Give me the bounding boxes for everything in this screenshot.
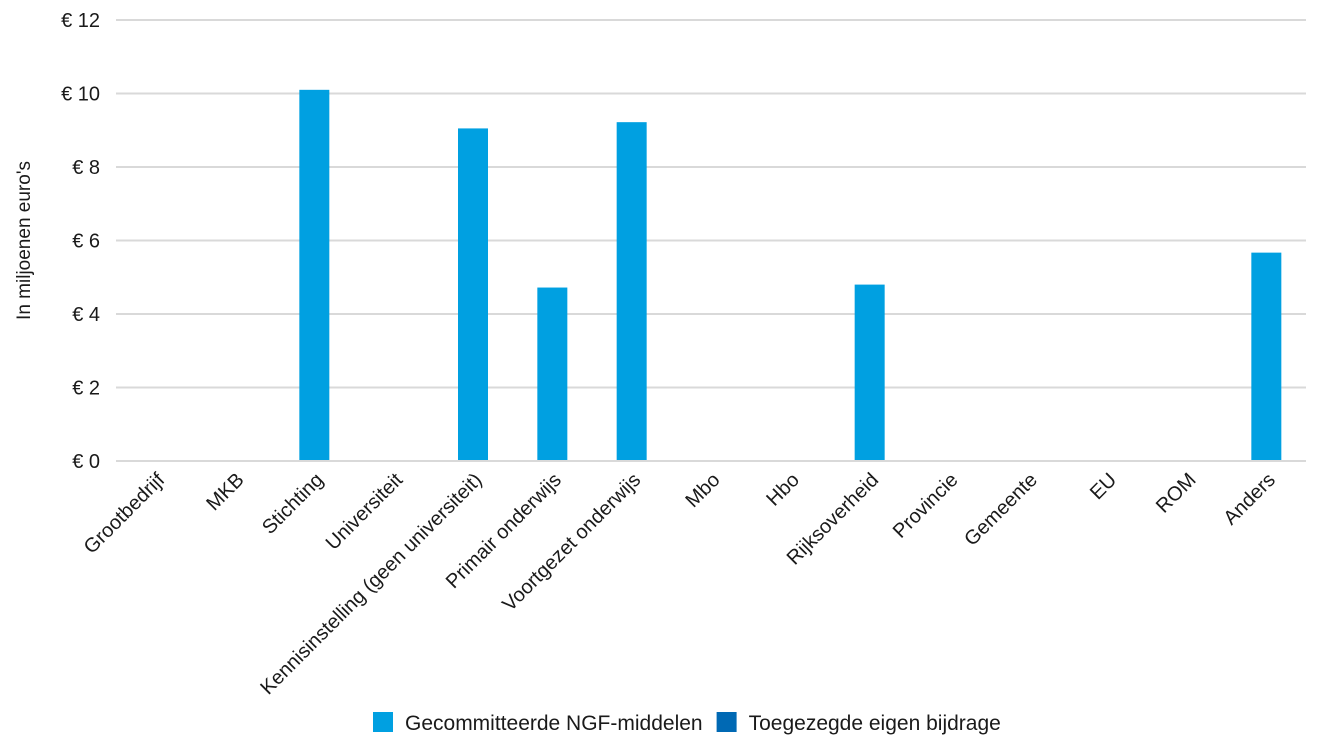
x-axis-categories: Grootbedrijf MKB StichtingUniversiteitKenn… <box>80 469 1280 699</box>
bar <box>299 89 330 461</box>
x-category-label: Voortgezet onderwijs <box>498 469 645 616</box>
y-axis-title: In miljoenen euro's <box>14 161 35 320</box>
bars <box>299 89 1282 461</box>
x-category-label: Mbo <box>681 469 724 512</box>
x-category-label: EU <box>1086 469 1121 504</box>
legend-label: Gecommitteerde NGF-middelen <box>405 712 703 735</box>
y-tick-label: € 4 <box>72 304 100 326</box>
x-category-label: Gemeente <box>960 469 1042 551</box>
legend: Gecommitteerde NGF-middelen Toegezegde ei… <box>373 712 1001 735</box>
x-category-label: Universiteit <box>322 469 408 555</box>
bar <box>616 122 647 461</box>
y-tick-label: € 2 <box>72 378 100 400</box>
x-category-label: MKB <box>202 469 248 515</box>
y-tick-label: € 8 <box>72 157 100 179</box>
y-axis-ticks: € 0 € 2 € 4 € 6 € 8 € 10 € 12 <box>61 10 100 473</box>
x-category-label: Hbo <box>762 469 804 511</box>
bar <box>1251 252 1282 461</box>
y-tick-label: € 0 <box>72 451 100 473</box>
legend-swatch <box>716 712 737 732</box>
x-category-label: Provincie <box>889 469 963 543</box>
bar <box>854 284 885 461</box>
x-category-label: Anders <box>1219 469 1279 529</box>
x-category-label: Grootbedrijf <box>80 469 170 559</box>
y-tick-label: € 12 <box>61 10 100 32</box>
legend-label: Toegezegde eigen bijdrage <box>749 712 1001 735</box>
gridlines <box>116 19 1306 389</box>
bar <box>458 128 488 461</box>
legend-swatch <box>373 712 393 732</box>
x-category-label: ROM <box>1152 469 1201 518</box>
bar <box>537 287 568 461</box>
y-tick-label: € 10 <box>61 84 100 106</box>
y-tick-label: € 6 <box>72 231 100 253</box>
x-category-label: Stichting <box>258 469 328 539</box>
